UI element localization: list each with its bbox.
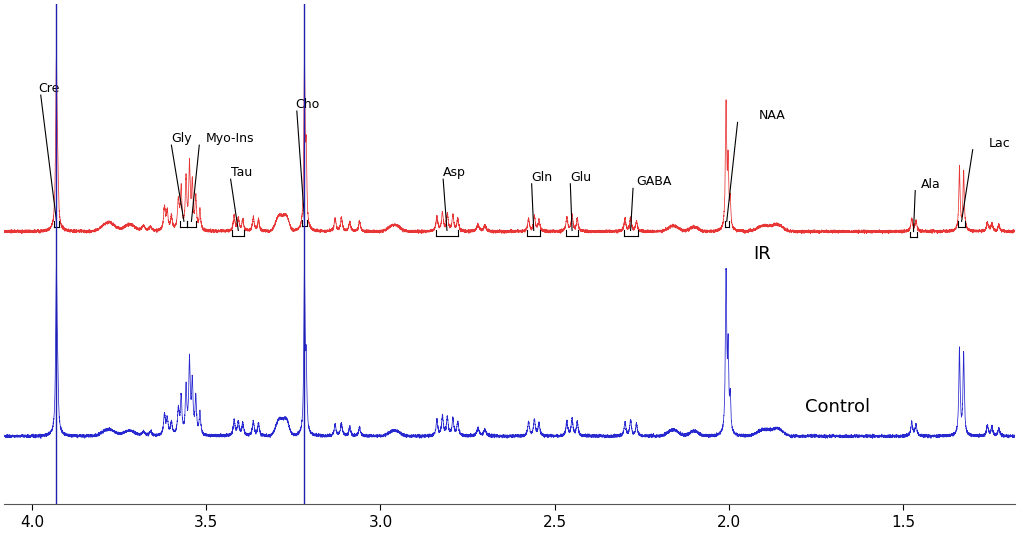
Text: Glu: Glu [570, 171, 591, 184]
Text: Tau: Tau [230, 166, 252, 179]
Text: Gly: Gly [171, 132, 192, 145]
Text: Lac: Lac [987, 137, 1009, 150]
Text: NAA: NAA [758, 109, 785, 122]
Text: Ala: Ala [919, 178, 940, 191]
Text: Cre: Cre [39, 82, 60, 95]
Text: Cho: Cho [294, 98, 319, 111]
Text: Gln: Gln [531, 171, 552, 184]
Text: Control: Control [805, 398, 870, 415]
Text: GABA: GABA [636, 175, 672, 189]
Text: Asp: Asp [442, 166, 466, 179]
Text: Myo-Ins: Myo-Ins [206, 132, 255, 145]
Text: IR: IR [752, 245, 770, 263]
